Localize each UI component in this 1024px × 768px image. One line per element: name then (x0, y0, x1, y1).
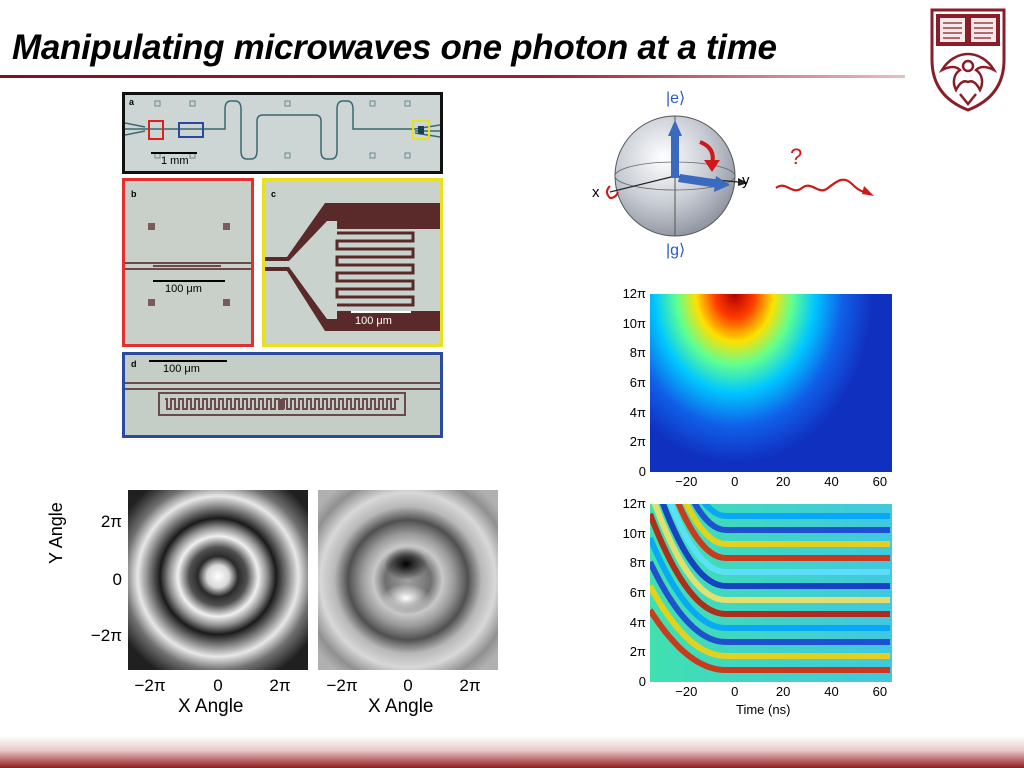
oscillation-band (651, 504, 890, 603)
oscillation-band (650, 608, 890, 673)
heatmap-top-y-tick: 0 (638, 464, 646, 479)
ground-state-label: |g⟩ (666, 242, 686, 259)
heatmap-top-y-tick: 6π (629, 375, 646, 390)
university-seal-logo (930, 8, 1006, 112)
heatmap-bottom: 0 2π 4π 6π 8π 10π 12π −20 0 20 40 60 Time (ns) (600, 494, 900, 730)
heatmap-bottom-x-tick: 0 (731, 684, 739, 699)
oscillation-band (701, 504, 890, 519)
oscillation-band (667, 504, 890, 575)
oscillation-band (650, 560, 890, 645)
wigner-plots: Y Angle 2π 0 −2π (46, 488, 510, 728)
heatmap-bottom-y-tick: 4π (629, 614, 646, 630)
heatmap-bottom-y-tick: 6π (629, 585, 646, 600)
micrograph-panel-a: a 1 mm (122, 92, 443, 174)
heatmap-top-y-tick: 12π (622, 286, 646, 301)
x-tick: 2π (459, 676, 481, 695)
title-underline (0, 75, 905, 78)
slide-title: Manipulating microwaves one photon at a … (12, 28, 777, 67)
oscillation-band (650, 536, 890, 631)
y-tick: 2π (100, 512, 122, 531)
micrograph-panel-c: c 100 μm (262, 178, 443, 347)
panel-label: c (271, 189, 277, 199)
panel-label: a (129, 97, 135, 107)
y-tick: −2π (90, 626, 122, 645)
x-angle-label-right: X Angle (368, 696, 434, 717)
y-axis-label: y (742, 172, 750, 189)
heatmap-top-x-tick: 0 (731, 474, 739, 489)
scale-label: 1 mm (161, 155, 189, 167)
heatmap-bottom-y-tick: 0 (638, 674, 646, 689)
y-tick: 0 (112, 570, 122, 589)
oscillation-band (675, 504, 890, 561)
wigner-image-right (318, 490, 498, 670)
heatmap-bottom-y-tick: 2π (629, 644, 646, 660)
x-tick: −2π (134, 676, 166, 695)
panel-label: d (131, 359, 137, 369)
scale-bar (149, 360, 227, 362)
heatmap-top-x-tick: 20 (775, 474, 791, 489)
heatmap-top-x-tick: 40 (824, 474, 839, 489)
scale-bar (351, 311, 411, 313)
heatmap-bottom-xlabel: Time (ns) (736, 702, 791, 717)
x-tick: 0 (403, 676, 413, 695)
scale-bar (151, 152, 197, 154)
footer-bar (0, 736, 1024, 768)
scale-label: 100 μm (165, 283, 202, 295)
x-axis-label: x (592, 184, 600, 201)
scale-label: 100 μm (163, 363, 200, 375)
wigner-image-left (128, 490, 308, 670)
heatmap-bottom-x-tick: 40 (824, 684, 839, 699)
oscillation-band (691, 504, 890, 533)
heatmap-top-x-tick: −20 (675, 474, 698, 489)
heatmap-bottom-x-tick: 60 (872, 684, 888, 699)
heatmap-top-y-tick: 10π (622, 315, 646, 331)
bloch-sphere-diagram: |e⟩ |g⟩ x y (580, 86, 770, 266)
oscillation-band (659, 504, 890, 589)
heatmap-top-y-tick: 4π (629, 404, 646, 420)
heatmap-top-x-tick: 60 (872, 474, 888, 489)
oscillation-band (683, 504, 890, 547)
oscillation-band (650, 584, 890, 659)
panel-label: b (131, 189, 137, 199)
heatmap-top: 0 2π 4π 6π 8π 10π 12π −20 0 20 40 60 (600, 284, 900, 498)
x-tick: 2π (269, 676, 291, 695)
heatmap-top-y-tick: 8π (629, 345, 646, 361)
heatmap-bottom-plot (650, 504, 892, 682)
heatmap-bottom-y-tick: 12π (622, 496, 646, 511)
x-tick: 0 (213, 676, 223, 695)
scale-label: 100 μm (355, 315, 392, 327)
heatmap-bottom-x-tick: 20 (775, 684, 791, 699)
micrograph-panel-d: d 100 μm (122, 352, 443, 438)
heatmap-bottom-y-tick: 8π (629, 555, 646, 571)
heatmap-top-y-tick: 2π (629, 434, 646, 450)
heatmap-bottom-y-tick: 10π (622, 525, 646, 541)
micrograph-panel-b: b 100 μm (122, 178, 254, 347)
photon-emission-diagram: ? (772, 140, 876, 204)
x-tick: −2π (326, 676, 358, 695)
x-angle-label-left: X Angle (178, 696, 244, 717)
y-angle-label: Y Angle (46, 502, 66, 564)
scale-bar (153, 280, 225, 282)
excited-state-label: |e⟩ (666, 90, 686, 107)
heatmap-top-plot (650, 294, 892, 472)
photon-question-mark: ? (790, 144, 803, 169)
heatmap-bottom-x-tick: −20 (675, 684, 698, 699)
oscillation-band (650, 512, 890, 617)
